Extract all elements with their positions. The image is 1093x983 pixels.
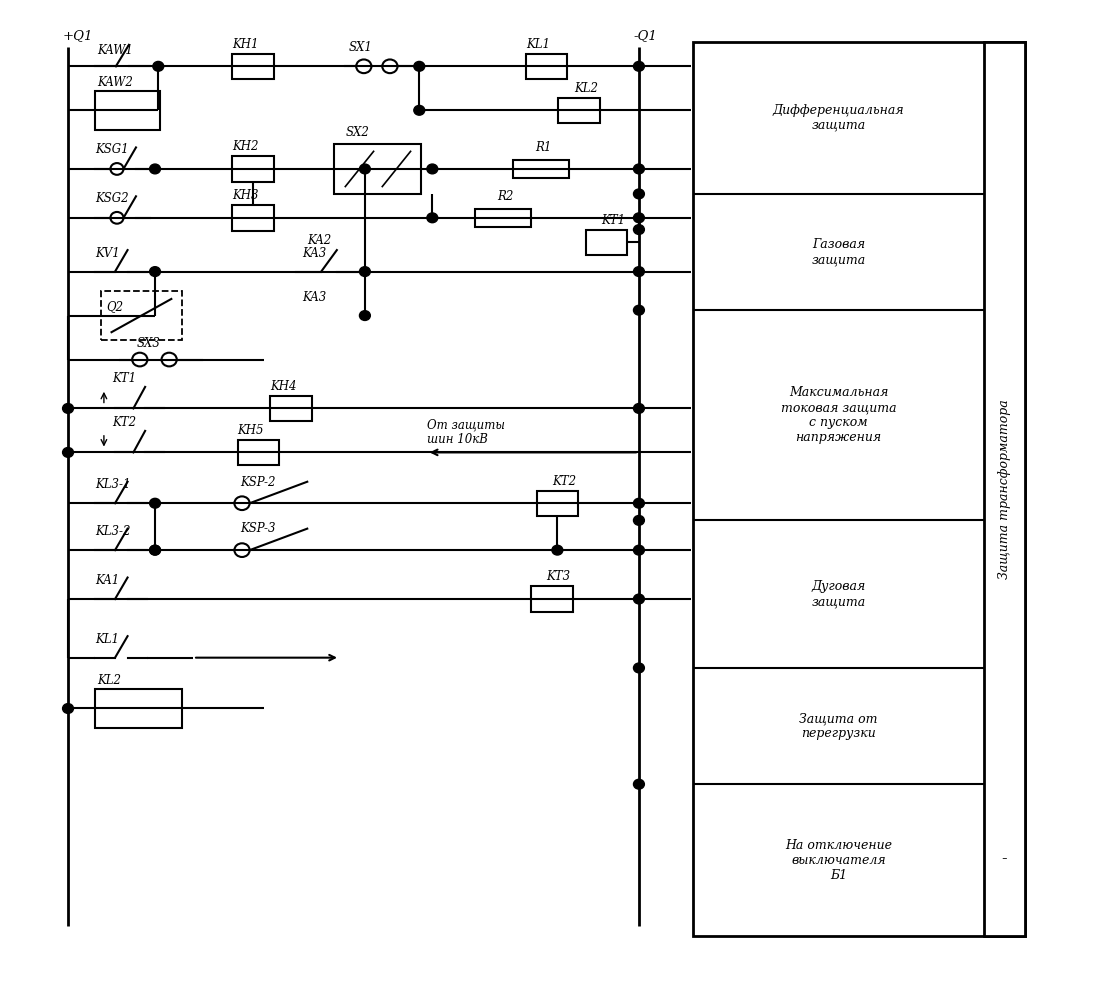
Text: Дуговая
защита: Дуговая защита — [811, 580, 866, 608]
Text: KT1: KT1 — [113, 372, 137, 385]
Text: R2: R2 — [497, 190, 514, 203]
Circle shape — [62, 404, 73, 413]
Circle shape — [634, 266, 645, 276]
Bar — [270, 396, 312, 421]
Circle shape — [634, 189, 645, 199]
Bar — [95, 689, 183, 728]
Circle shape — [634, 664, 645, 672]
Bar — [232, 205, 273, 231]
Text: KH4: KH4 — [270, 379, 297, 393]
Text: KAW1: KAW1 — [97, 43, 133, 57]
Text: -Q1: -Q1 — [634, 29, 657, 42]
Circle shape — [552, 546, 563, 555]
Bar — [559, 97, 600, 123]
Circle shape — [427, 164, 438, 174]
Bar — [513, 160, 569, 178]
Circle shape — [150, 498, 161, 508]
Text: KSP-2: KSP-2 — [239, 476, 275, 489]
Text: KT2: KT2 — [552, 475, 576, 488]
Text: KL1: KL1 — [526, 37, 550, 51]
Text: KA3: KA3 — [302, 291, 326, 304]
Circle shape — [427, 213, 438, 223]
Text: KA2: KA2 — [307, 234, 331, 247]
Circle shape — [414, 61, 425, 71]
Circle shape — [634, 546, 645, 555]
Circle shape — [150, 266, 161, 276]
Bar — [474, 209, 531, 227]
Circle shape — [634, 515, 645, 525]
Text: SX2: SX2 — [345, 126, 369, 139]
Text: KH5: KH5 — [237, 424, 265, 436]
Text: SX3: SX3 — [137, 337, 161, 350]
Text: KL3-1: KL3-1 — [95, 479, 131, 492]
Bar — [526, 54, 567, 79]
Text: KH1: KH1 — [232, 37, 259, 51]
Circle shape — [414, 105, 425, 115]
Text: Q2: Q2 — [106, 300, 124, 313]
Circle shape — [634, 498, 645, 508]
Text: KAW2: KAW2 — [97, 76, 133, 88]
Circle shape — [62, 447, 73, 457]
Text: R1: R1 — [536, 142, 552, 154]
Text: KT3: KT3 — [546, 570, 571, 583]
Bar — [232, 156, 273, 182]
Text: KA3: KA3 — [302, 247, 326, 260]
Circle shape — [360, 311, 371, 320]
Text: KA1: KA1 — [95, 574, 119, 587]
Circle shape — [153, 61, 164, 71]
Circle shape — [360, 164, 371, 174]
Circle shape — [634, 780, 645, 789]
Circle shape — [150, 546, 161, 555]
Text: KH2: KH2 — [232, 141, 259, 153]
Text: KL2: KL2 — [574, 82, 598, 94]
Text: +Q1: +Q1 — [62, 29, 93, 42]
Bar — [984, 42, 1025, 936]
Circle shape — [634, 306, 645, 316]
Text: KSG2: KSG2 — [95, 192, 129, 205]
Text: Защита трансформатора: Защита трансформатора — [998, 399, 1011, 579]
Text: KSP-3: KSP-3 — [239, 523, 275, 536]
Bar — [693, 42, 1025, 936]
Circle shape — [634, 213, 645, 223]
Text: KL3-2: KL3-2 — [95, 526, 131, 539]
Circle shape — [634, 225, 645, 234]
Circle shape — [360, 266, 371, 276]
Bar — [537, 491, 578, 516]
Text: KSG1: KSG1 — [95, 144, 129, 156]
Text: На отключение
выключателя
Б1: На отключение выключателя Б1 — [785, 838, 892, 882]
Bar — [586, 230, 627, 255]
Circle shape — [150, 164, 161, 174]
Bar — [334, 144, 422, 195]
Text: -: - — [1001, 849, 1007, 867]
Circle shape — [634, 61, 645, 71]
Text: KL1: KL1 — [95, 633, 119, 646]
Text: KV1: KV1 — [95, 247, 120, 260]
Circle shape — [150, 546, 161, 555]
Text: Максимальная
токовая защита
с пуском
напряжения: Максимальная токовая защита с пуском нап… — [780, 386, 896, 444]
Text: KT1: KT1 — [601, 213, 625, 227]
Text: Дифференциальная
защита: Дифференциальная защита — [773, 104, 904, 132]
Text: KT2: KT2 — [113, 416, 137, 429]
Bar — [95, 90, 161, 130]
Bar — [531, 586, 573, 611]
Bar — [237, 439, 279, 465]
Text: KL2: KL2 — [97, 674, 121, 687]
Circle shape — [634, 404, 645, 413]
Text: KH3: KH3 — [232, 189, 259, 202]
Circle shape — [62, 704, 73, 714]
Text: От защиты
шин 10кВ: От защиты шин 10кВ — [427, 418, 505, 446]
Text: Защита от
перегрузки: Защита от перегрузки — [799, 712, 878, 740]
Bar — [101, 291, 183, 340]
Text: Газовая
защита: Газовая защита — [811, 238, 866, 266]
Text: SX1: SX1 — [349, 40, 373, 54]
Circle shape — [634, 164, 645, 174]
Bar — [232, 54, 273, 79]
Circle shape — [634, 594, 645, 604]
